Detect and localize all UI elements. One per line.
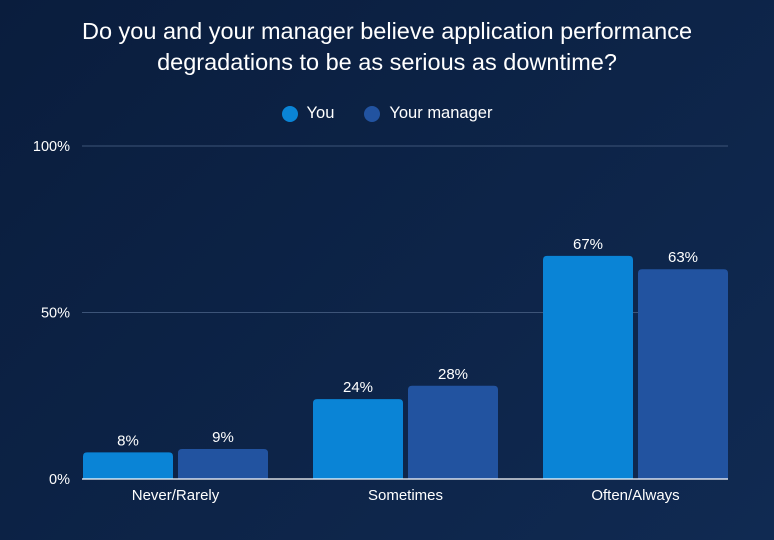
data-label: 67% — [573, 236, 603, 253]
bar — [83, 452, 173, 479]
data-label: 28% — [438, 366, 468, 383]
y-tick-label: 100% — [33, 139, 70, 155]
bar — [543, 255, 633, 479]
legend-swatch-your-manager — [364, 105, 381, 122]
x-tick-label: Often/Always — [591, 487, 679, 504]
data-label: 8% — [117, 432, 139, 449]
legend-label-you: You — [306, 104, 335, 122]
legend-item-your-manager[interactable]: Your manager — [364, 104, 492, 123]
bar — [408, 385, 498, 479]
bar — [638, 269, 728, 479]
data-label: 24% — [343, 379, 373, 396]
chart-title: Do you and your manager believe applicat… — [81, 18, 693, 75]
legend-swatch-you — [281, 105, 298, 122]
x-tick-label: Never/Rarely — [132, 487, 220, 504]
bar — [178, 449, 268, 479]
legend-label-your-manager: Your manager — [389, 104, 493, 122]
y-tick-label: 0% — [49, 472, 70, 488]
legend-item-you[interactable]: You — [281, 104, 335, 123]
data-label: 63% — [668, 249, 698, 266]
bar — [313, 399, 403, 479]
x-tick-label: Sometimes — [368, 487, 443, 504]
data-label: 9% — [212, 429, 234, 446]
y-tick-label: 50% — [41, 306, 70, 322]
chart-legend: You Your manager — [0, 104, 774, 123]
